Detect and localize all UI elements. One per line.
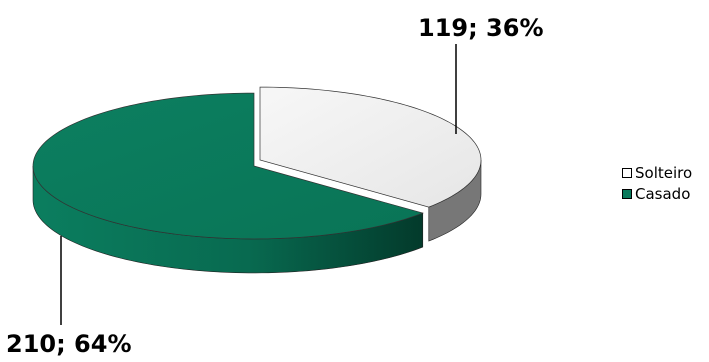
legend-label-casado: Casado — [635, 184, 691, 203]
legend: Solteiro Casado — [622, 162, 692, 204]
pie-slice-solteiro — [259, 86, 482, 208]
legend-swatch-solteiro — [622, 167, 632, 178]
legend-label-solteiro: Solteiro — [635, 163, 693, 182]
data-label-casado: 210; 64% — [6, 330, 132, 358]
legend-item-solteiro: Solteiro — [622, 162, 692, 183]
legend-swatch-casado — [622, 188, 632, 199]
data-label-solteiro: 119; 36% — [418, 14, 544, 42]
pie-slice-casado — [32, 92, 424, 240]
legend-item-casado: Casado — [622, 183, 692, 204]
